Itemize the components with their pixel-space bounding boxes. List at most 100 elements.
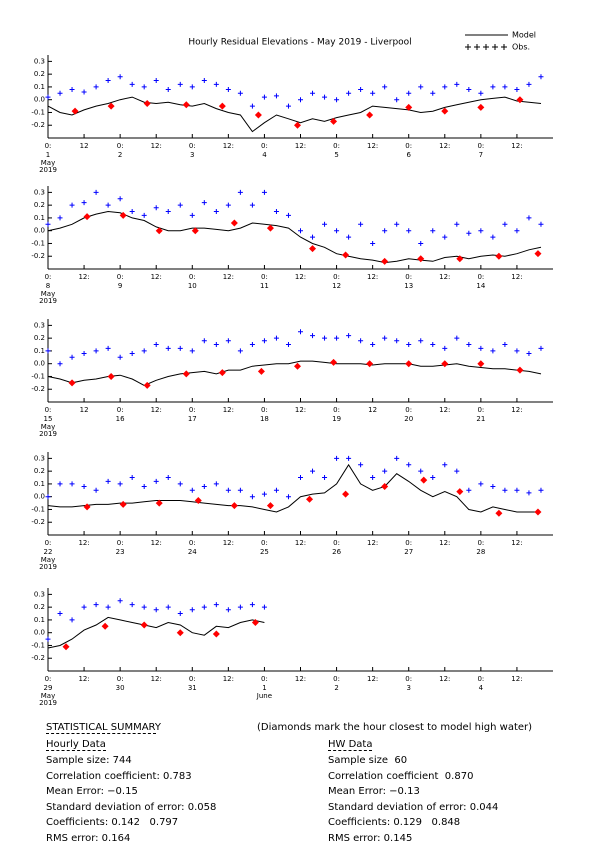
x-tick-label: 0: [261,539,268,547]
y-tick-label: 0.3 [34,321,45,329]
obs-point [430,228,436,234]
obs-point [430,90,436,96]
obs-point [153,78,159,84]
obs-point [334,97,340,103]
x-tick-label: 12: [439,406,450,414]
month-label: May [41,556,55,564]
obs-point [406,462,412,468]
obs-point [81,350,87,356]
x-tick-label: 0: [189,675,196,683]
day-label: 4 [479,684,484,692]
summary-line: RMS error: 0.164 [46,833,131,842]
obs-point [93,602,99,608]
obs-point [526,350,532,356]
obs-point [418,84,424,90]
x-tick-label: 12: [223,406,234,414]
model-line [47,463,541,513]
y-tick-label: 0.0 [34,493,45,501]
y-tick-label: -0.1 [31,505,45,513]
y-tick-label: -0.2 [31,654,45,662]
hw-diamond [441,360,449,368]
obs-point [273,209,279,215]
day-label: 14 [476,282,485,290]
y-tick-label: 0.3 [34,188,45,196]
y-tick-label: 0.2 [34,467,45,475]
hw-diamond [477,360,485,368]
obs-point [177,345,183,351]
y-tick-label: -0.1 [31,239,45,247]
day-label: 2 [118,151,122,159]
x-tick-label: 0: [405,406,412,414]
obs-point [418,338,424,344]
obs-point [225,487,231,493]
obs-point [298,97,303,103]
obs-point [225,607,231,613]
day-label: 1 [262,684,266,692]
obs-point [358,338,364,344]
obs-point [129,602,135,608]
x-tick-label: 0: [477,675,484,683]
hw-diamond [143,381,151,389]
x-tick-label: 12: [511,142,522,150]
month-label: May [41,423,55,431]
obs-point [358,86,364,92]
x-tick-label: 0: [45,406,52,414]
summary-line: Sample size: 744 [46,755,132,766]
obs-point [310,468,316,474]
hw-diamond [420,476,428,484]
summary-line: Standard deviation of error: 0.058 [46,801,217,813]
obs-point [394,97,400,103]
hw-diamond [218,102,226,110]
day-label: 22 [44,548,53,556]
hw-diamond [155,227,163,235]
x-tick-label: 0: [189,406,196,414]
day-label: 16 [116,415,125,423]
obs-point [478,481,484,487]
obs-point [406,90,412,96]
hw-diamond [405,360,413,368]
x-tick-label: 12: [439,539,450,547]
x-tick-label: 12: [511,539,522,547]
day-label: 8 [46,282,50,290]
day-label: 24 [188,548,197,556]
obs-point [165,475,171,481]
hw-diamond [140,621,148,629]
obs-point [454,221,460,227]
year-label: 2019 [39,297,57,305]
day-label: 4 [262,151,267,159]
hw-diamond [257,367,265,375]
obs-point [57,215,63,221]
day-label: 7 [479,151,483,159]
y-tick-label: -0.1 [31,641,45,649]
obs-point [93,487,99,493]
hw-diamond [342,251,350,259]
obs-point [514,86,520,92]
obs-point [538,487,544,493]
obs-point [310,234,316,240]
hw-diamond [456,488,464,496]
x-tick-label: 12: [367,273,378,281]
obs-point [177,81,183,87]
obs-point [57,611,63,617]
day-label: 29 [44,684,53,692]
obs-point [153,607,159,613]
y-tick-label: -0.2 [31,121,45,129]
x-tick-label: 12: [78,539,89,547]
hw-diamond [381,257,389,265]
obs-point [141,84,147,90]
x-tick-label: 0: [117,273,124,281]
hw-diamond [366,111,374,119]
obs-point [418,468,424,474]
day-label: 20 [404,415,413,423]
obs-point [213,209,219,215]
obs-point [129,81,135,87]
hw-diamond [266,502,274,510]
x-tick-label: 12: [511,273,522,281]
obs-point [370,475,376,481]
obs-point [490,234,496,240]
obs-point [322,475,328,481]
obs-point [346,455,352,461]
x-tick-label: 12: [78,273,89,281]
x-tick-label: 12: [439,675,450,683]
